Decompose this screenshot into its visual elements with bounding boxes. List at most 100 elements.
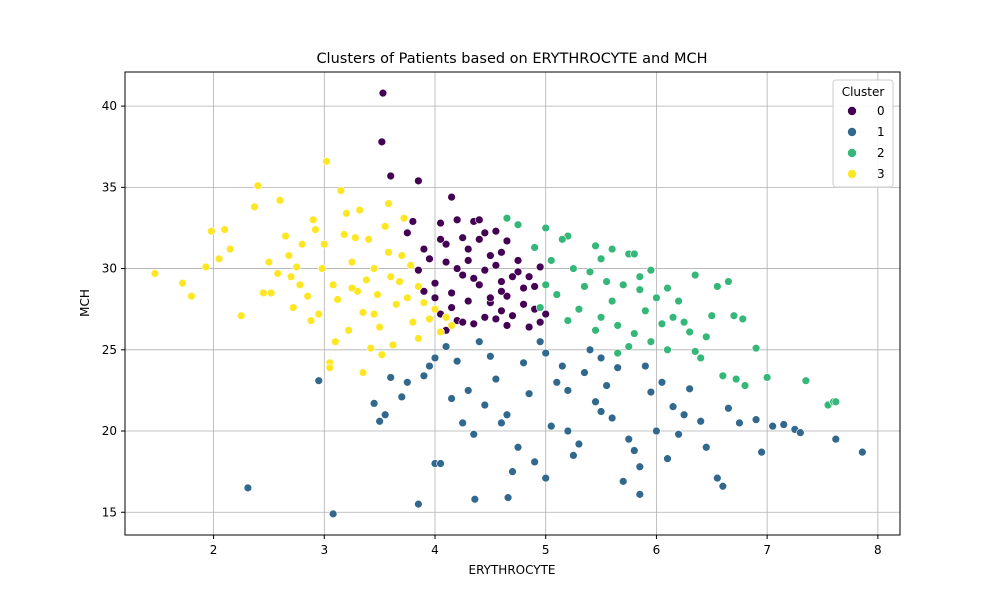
data-point	[641, 306, 650, 316]
data-point	[344, 326, 353, 335]
chart-title: Clusters of Patients based on ERYTHROCYT…	[316, 51, 707, 67]
data-point	[646, 387, 656, 397]
data-point	[731, 374, 741, 384]
data-point	[530, 243, 539, 252]
plot-frame	[124, 71, 901, 536]
plot-background	[125, 72, 900, 535]
data-point	[264, 257, 274, 267]
data-points	[150, 88, 867, 519]
data-point	[436, 459, 445, 468]
data-point	[574, 304, 584, 314]
data-point	[436, 235, 445, 244]
data-point	[364, 235, 373, 244]
data-point	[497, 287, 506, 296]
data-point	[535, 317, 545, 327]
legend-box	[832, 79, 894, 188]
data-point	[384, 199, 393, 208]
data-point	[441, 240, 451, 249]
data-point	[386, 171, 395, 181]
data-point	[596, 407, 606, 416]
data-point	[491, 374, 501, 384]
data-point	[519, 358, 528, 367]
data-point	[519, 300, 528, 309]
data-point	[295, 280, 305, 290]
series-0	[377, 88, 550, 335]
data-point	[386, 373, 395, 382]
data-point	[284, 251, 294, 260]
data-point	[425, 254, 434, 264]
data-point	[657, 378, 667, 387]
data-point	[552, 290, 561, 299]
data-point	[297, 240, 307, 249]
x-tick-label: 4	[431, 543, 439, 557]
data-point	[403, 293, 412, 303]
data-point	[530, 282, 539, 291]
data-point	[768, 421, 777, 431]
data-point	[380, 222, 390, 231]
data-point	[470, 495, 480, 504]
data-point	[425, 361, 434, 371]
data-point	[292, 262, 301, 272]
data-point	[796, 428, 805, 437]
data-point	[441, 313, 451, 322]
data-point	[563, 426, 573, 436]
data-point	[207, 227, 216, 236]
data-point	[347, 257, 357, 267]
data-point	[619, 280, 628, 290]
data-point	[858, 447, 867, 457]
y-tick-label: 25	[102, 343, 117, 357]
y-axis-ticks: 15 20 25 30 35 40	[102, 99, 125, 519]
data-point	[377, 350, 387, 359]
data-point	[447, 303, 456, 312]
data-point	[317, 264, 327, 273]
data-point	[314, 376, 323, 385]
data-point	[552, 378, 561, 387]
data-point	[569, 451, 578, 460]
data-point	[475, 280, 484, 290]
data-point	[480, 313, 490, 322]
data-point	[347, 283, 357, 293]
data-point	[377, 137, 387, 147]
legend-marker	[847, 169, 857, 179]
data-point	[607, 413, 617, 423]
data-point	[619, 477, 628, 486]
y-axis-title: MCH	[78, 289, 92, 317]
data-point	[613, 363, 622, 372]
data-point	[513, 256, 523, 265]
data-point	[690, 347, 700, 356]
data-point	[674, 430, 683, 439]
data-point	[469, 319, 478, 329]
data-point	[358, 368, 368, 377]
x-tick-label: 8	[874, 543, 882, 557]
legend-marker	[847, 148, 857, 158]
data-point	[502, 321, 512, 330]
data-point	[563, 316, 573, 325]
data-point	[696, 353, 705, 363]
data-point	[508, 311, 517, 320]
x-axis-ticks: 2 3 4 5 6 7 8	[210, 535, 882, 557]
data-point	[602, 277, 611, 286]
data-point	[447, 192, 456, 202]
data-point	[524, 389, 534, 398]
data-point	[458, 270, 467, 280]
data-point	[480, 228, 490, 238]
data-point	[464, 386, 473, 395]
data-point	[502, 410, 512, 419]
data-point	[414, 499, 423, 509]
data-point	[718, 371, 728, 380]
data-point	[441, 257, 451, 267]
data-point	[452, 264, 462, 273]
data-point	[652, 293, 661, 303]
data-point	[447, 288, 456, 298]
data-point	[253, 181, 263, 190]
data-point	[541, 223, 550, 233]
data-point	[414, 334, 423, 343]
data-point	[355, 205, 364, 215]
data-point	[237, 311, 246, 320]
data-point	[596, 313, 606, 322]
data-point	[607, 296, 617, 306]
data-point	[397, 392, 406, 402]
y-tick-label: 40	[102, 99, 117, 113]
data-point	[679, 410, 689, 419]
data-point	[259, 288, 268, 298]
